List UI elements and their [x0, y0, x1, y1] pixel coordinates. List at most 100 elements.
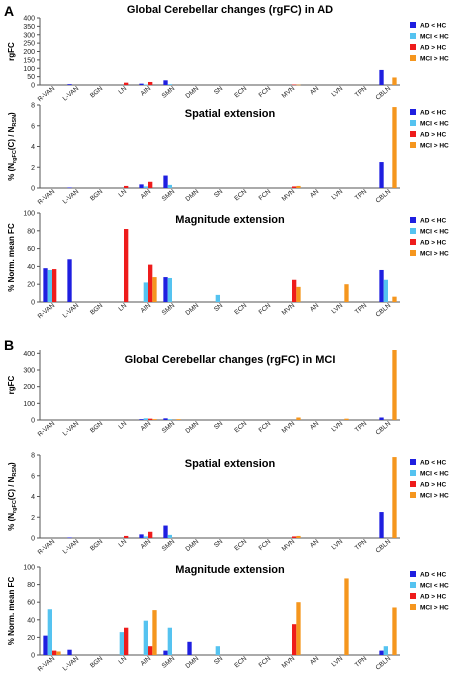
- category-label: FCN: [258, 538, 273, 552]
- category-label: AIN: [139, 655, 152, 668]
- legend-swatch: [410, 593, 416, 599]
- legend-label: MCI > HC: [420, 605, 449, 612]
- category-label: AIN: [139, 188, 152, 201]
- legend-label: MCI < HC: [420, 121, 449, 128]
- chart-title: Magnitude extension: [175, 214, 285, 226]
- category-label: DMN: [184, 85, 200, 100]
- category-label: L-VAN: [61, 655, 80, 673]
- y-tick-label: 6: [31, 473, 35, 480]
- bar-ad-hc: [163, 650, 168, 655]
- category-label: FCN: [258, 188, 273, 202]
- bar-ad-hc: [67, 537, 72, 539]
- category-label: AIN: [139, 85, 152, 98]
- y-tick-label: 20: [27, 635, 35, 642]
- legend-swatch: [410, 582, 416, 588]
- bar-mci-hc: [176, 419, 181, 420]
- legend-swatch: [410, 239, 416, 245]
- bar-mci-hc: [392, 457, 397, 538]
- bar-ad-hc: [379, 69, 384, 85]
- y-tick-label: 40: [27, 264, 35, 271]
- y-tick-label: 400: [23, 351, 35, 358]
- bar-mci-hc: [392, 107, 397, 188]
- bar-ad-hc: [379, 417, 384, 420]
- category-label: CBLN: [374, 85, 392, 102]
- category-label: DMN: [184, 420, 200, 435]
- bar-mci-hc: [143, 536, 148, 538]
- chart-title: Global Cerebellar changes (rgFC) in AD: [127, 4, 333, 16]
- legend-label: MCI > HC: [420, 251, 449, 258]
- bar-mci-hc: [152, 419, 157, 420]
- chart-title: Magnitude extension: [175, 564, 285, 576]
- category-label: ECN: [233, 538, 248, 552]
- category-label: LN: [117, 655, 128, 666]
- bar-mci-hc: [167, 184, 172, 188]
- category-label: R-VAN: [37, 420, 57, 438]
- legend-label: AD > HC: [420, 482, 446, 489]
- bar-mci-hc: [344, 284, 349, 302]
- legend-swatch: [410, 131, 416, 137]
- category-label: LN: [117, 188, 128, 199]
- category-label: SMN: [161, 655, 177, 670]
- category-label: TPN: [354, 538, 369, 552]
- category-label: L-VAN: [61, 420, 80, 438]
- legend-swatch: [410, 109, 416, 115]
- legend-label: MCI > HC: [420, 493, 449, 500]
- y-tick-label: 2: [31, 165, 35, 172]
- category-label: LVN: [330, 85, 344, 98]
- y-tick-label: 0: [31, 653, 35, 660]
- category-label: LVN: [330, 538, 344, 551]
- category-label: LVN: [330, 655, 344, 668]
- legend-swatch: [410, 22, 416, 28]
- bar-ad-hc: [163, 175, 168, 188]
- bar-ad-hc: [43, 268, 48, 302]
- y-tick-label: 80: [27, 582, 35, 589]
- bar-ad-hc: [148, 531, 153, 538]
- legend-label: AD > HC: [420, 594, 446, 601]
- legend-swatch: [410, 44, 416, 50]
- y-tick-label: 0: [31, 536, 35, 543]
- legend-label: MCI < HC: [420, 34, 449, 41]
- bar-ad-hc: [139, 419, 144, 420]
- bar-ad-hc: [43, 635, 48, 655]
- y-tick-label: 100: [23, 401, 35, 408]
- bar-mci-hc: [296, 185, 301, 188]
- category-label: AN: [309, 420, 321, 431]
- bar-ad-hc: [139, 184, 144, 188]
- y-tick-label: 60: [27, 246, 35, 253]
- bar-ad-hc: [148, 264, 153, 302]
- bar-ad-hc: [163, 277, 168, 302]
- bar-ad-hc: [124, 627, 129, 655]
- category-label: FCN: [258, 655, 273, 669]
- category-label: TPN: [354, 85, 369, 99]
- y-tick-label: 4: [31, 494, 35, 501]
- bar-mci-hc: [296, 84, 301, 86]
- category-label: DMN: [184, 188, 200, 203]
- bar-mci-hc: [167, 419, 172, 420]
- bar-ad-hc: [67, 649, 72, 655]
- legend-label: AD > HC: [420, 45, 446, 52]
- category-label: AIN: [139, 538, 152, 551]
- bar-mci-hc: [167, 627, 172, 655]
- category-label: LN: [117, 538, 128, 549]
- category-label: ECN: [233, 420, 248, 434]
- bar-ad-hc: [187, 641, 192, 655]
- y-tick-label: 200: [23, 384, 35, 391]
- bar-mci-hc: [143, 620, 148, 655]
- category-label: LVN: [330, 420, 344, 433]
- category-label: L-VAN: [61, 302, 80, 320]
- category-label: SMN: [161, 85, 177, 100]
- category-label: SN: [213, 655, 225, 666]
- legend-label: AD < HC: [420, 572, 446, 579]
- y-tick-label: 250: [23, 41, 35, 48]
- legend-swatch: [410, 228, 416, 234]
- category-label: AIN: [139, 420, 152, 433]
- y-axis-label: rgFC: [7, 42, 16, 61]
- bar-mci-hc: [296, 602, 301, 655]
- category-label: AN: [309, 655, 321, 666]
- category-label: BGN: [89, 420, 105, 435]
- bar-ad-hc: [163, 525, 168, 538]
- legend-swatch: [410, 604, 416, 610]
- legend-swatch: [410, 120, 416, 126]
